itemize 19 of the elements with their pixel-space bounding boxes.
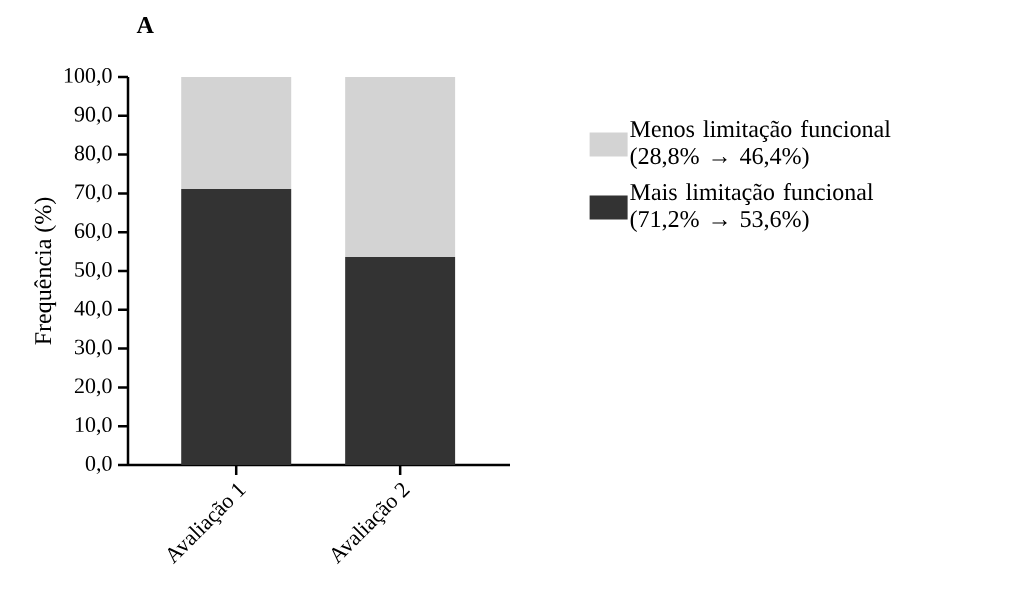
legend-label: Menos limitação funcional (28,8% → 46,4%) [630,120,891,170]
y-tick-label: 100,0 [64,67,112,87]
bar [181,76,292,189]
bar [181,188,292,465]
y-tick-label: 60,0 [74,223,112,242]
y-axis-title: Frequência (%) [34,197,57,345]
y-tick-label: 10,0 [75,417,112,436]
bar [345,76,456,258]
chart-title: A [136,17,154,33]
y-tick-label: 40,0 [74,300,112,319]
legend-label: Mais limitação funcional (71,2% → 53,6%) [630,183,874,233]
y-tick-label: 30,0 [75,339,112,358]
y-tick-label: 50,0 [75,261,112,281]
bar [345,257,456,465]
y-tick-label: 90,0 [74,106,112,125]
y-tick-label: 20,0 [74,378,112,397]
y-tick-label: 80,0 [74,145,112,164]
y-tick-label: 0,0 [85,455,112,475]
y-tick-label: 70,0 [75,184,112,203]
